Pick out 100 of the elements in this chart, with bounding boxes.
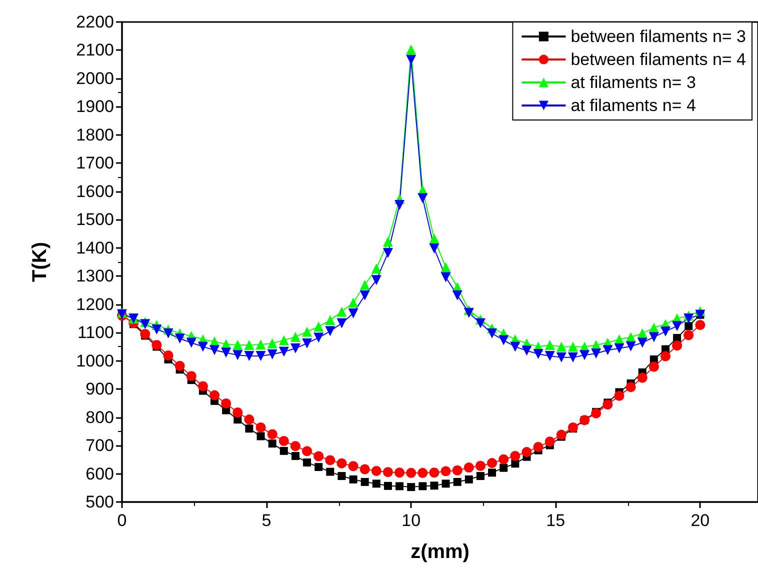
point: [429, 243, 440, 254]
point: [384, 482, 392, 490]
point: [626, 382, 636, 392]
point: [626, 341, 636, 352]
point: [614, 343, 624, 354]
point: [348, 298, 358, 308]
point: [232, 340, 243, 350]
y-tick-label: 1500: [76, 210, 114, 230]
point: [232, 350, 243, 360]
point: [360, 478, 369, 486]
point: [152, 324, 162, 334]
point: [221, 348, 232, 358]
point: [382, 248, 393, 258]
point: [290, 332, 300, 342]
point: [418, 482, 427, 490]
point: [544, 351, 555, 362]
point: [325, 455, 336, 466]
point: [418, 468, 428, 478]
point: [522, 447, 532, 458]
point: [440, 262, 451, 272]
y-tick-label: 600: [86, 464, 114, 484]
point: [302, 326, 312, 337]
point: [394, 200, 405, 210]
point: [325, 315, 336, 326]
point: [522, 346, 532, 356]
y-tick-label: 1100: [77, 323, 114, 342]
y-tick-label: 2100: [76, 40, 114, 60]
point: [360, 464, 370, 474]
point: [591, 408, 602, 418]
point: [637, 338, 648, 348]
point: [290, 343, 300, 354]
point: [568, 342, 578, 352]
point: [591, 348, 602, 358]
point: [314, 451, 324, 462]
point: [174, 360, 185, 371]
point: [302, 338, 312, 348]
y-tick-label: 2200: [76, 12, 114, 32]
y-tick-label: 1600: [76, 182, 114, 201]
point: [614, 390, 624, 401]
point: [314, 322, 324, 332]
point: [382, 467, 393, 478]
point: [452, 290, 462, 300]
point: [244, 340, 254, 350]
point: [267, 349, 278, 360]
point: [637, 328, 648, 338]
point: [510, 342, 520, 352]
legend-label: between filaments n= 4: [570, 50, 746, 69]
point: [602, 400, 613, 410]
point: [544, 436, 555, 447]
point: [371, 466, 382, 476]
point: [407, 483, 416, 492]
point: [232, 407, 243, 418]
point: [382, 236, 393, 247]
point: [488, 468, 496, 477]
point: [256, 339, 266, 350]
point: [648, 362, 659, 372]
x-axis-title: z(mm): [410, 541, 470, 563]
point: [695, 320, 706, 330]
point: [163, 328, 174, 338]
point: [500, 464, 508, 472]
point: [314, 462, 323, 471]
point: [338, 472, 346, 480]
point: [198, 381, 208, 392]
y-tick-label: 700: [86, 436, 114, 456]
point: [544, 340, 555, 350]
point: [348, 461, 358, 472]
point: [396, 482, 404, 490]
point: [475, 460, 486, 471]
point: [476, 472, 484, 480]
point: [648, 332, 659, 342]
point: [637, 372, 648, 383]
point: [302, 446, 312, 456]
y-tick-label: 800: [86, 408, 114, 427]
point: [360, 290, 370, 300]
point: [303, 458, 312, 466]
point: [186, 338, 196, 348]
point: [452, 465, 462, 476]
point: [268, 440, 276, 448]
point: [278, 346, 289, 357]
point: [174, 334, 185, 344]
x-tick-label: 10: [402, 511, 421, 530]
point: [210, 390, 220, 400]
point: [556, 342, 566, 352]
point: [336, 306, 347, 317]
point: [163, 350, 174, 360]
point: [256, 351, 266, 362]
point: [672, 321, 682, 332]
point: [372, 480, 380, 488]
point: [464, 462, 474, 473]
point: [556, 430, 566, 440]
point: [221, 398, 232, 408]
point: [267, 338, 278, 348]
point: [371, 275, 382, 286]
point: [429, 234, 440, 244]
point: [672, 340, 682, 351]
point: [533, 349, 544, 360]
point: [280, 446, 288, 455]
point: [278, 436, 289, 446]
point: [510, 450, 520, 461]
point: [533, 442, 544, 452]
